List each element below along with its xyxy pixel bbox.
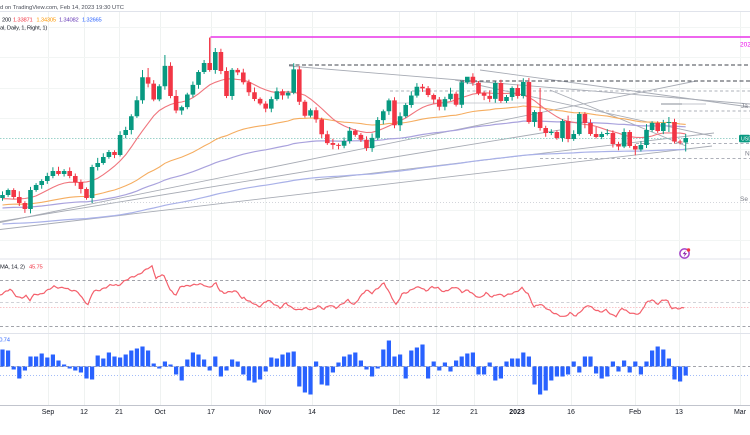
svg-text:16: 16 <box>567 409 575 416</box>
svg-text:13: 13 <box>675 409 683 416</box>
svg-text:17: 17 <box>207 409 215 416</box>
svg-text:2023: 2023 <box>509 409 525 416</box>
svg-text:21: 21 <box>115 409 123 416</box>
svg-text:Nov: Nov <box>259 409 272 416</box>
svg-text:1.34082: 1.34082 <box>59 18 79 24</box>
svg-text:N: N <box>745 151 750 158</box>
svg-text:200: 200 <box>2 18 11 24</box>
svg-text:1.34305: 1.34305 <box>36 18 56 24</box>
svg-text:USD: USD <box>741 137 750 143</box>
svg-text:Mar: Mar <box>734 409 747 416</box>
svg-text:1.33871: 1.33871 <box>13 18 33 24</box>
svg-text:d on TradingView.com, Feb 14,: d on TradingView.com, Feb 14, 2023 19:30… <box>0 5 124 11</box>
svg-text:Dec: Dec <box>393 409 406 416</box>
svg-text:MA, 14, 2): MA, 14, 2) <box>0 265 25 271</box>
svg-text:14: 14 <box>308 409 316 416</box>
svg-text:1.32665: 1.32665 <box>82 18 102 24</box>
svg-text:Feb: Feb <box>629 409 641 416</box>
svg-text:Oct: Oct <box>155 409 166 416</box>
svg-text:Ja: Ja <box>741 103 748 110</box>
svg-text:12: 12 <box>432 409 440 416</box>
svg-text:Sep: Sep <box>42 409 55 416</box>
svg-text:45.75: 45.75 <box>29 265 43 271</box>
svg-text:-0.74: -0.74 <box>0 338 11 344</box>
svg-text:Se: Se <box>740 196 748 203</box>
svg-text:21: 21 <box>470 409 478 416</box>
svg-text:al, Daily, 1, Right, 1): al, Daily, 1, Right, 1) <box>0 26 47 32</box>
svg-text:12: 12 <box>80 409 88 416</box>
svg-text:2022 hi: 2022 hi <box>740 42 750 49</box>
